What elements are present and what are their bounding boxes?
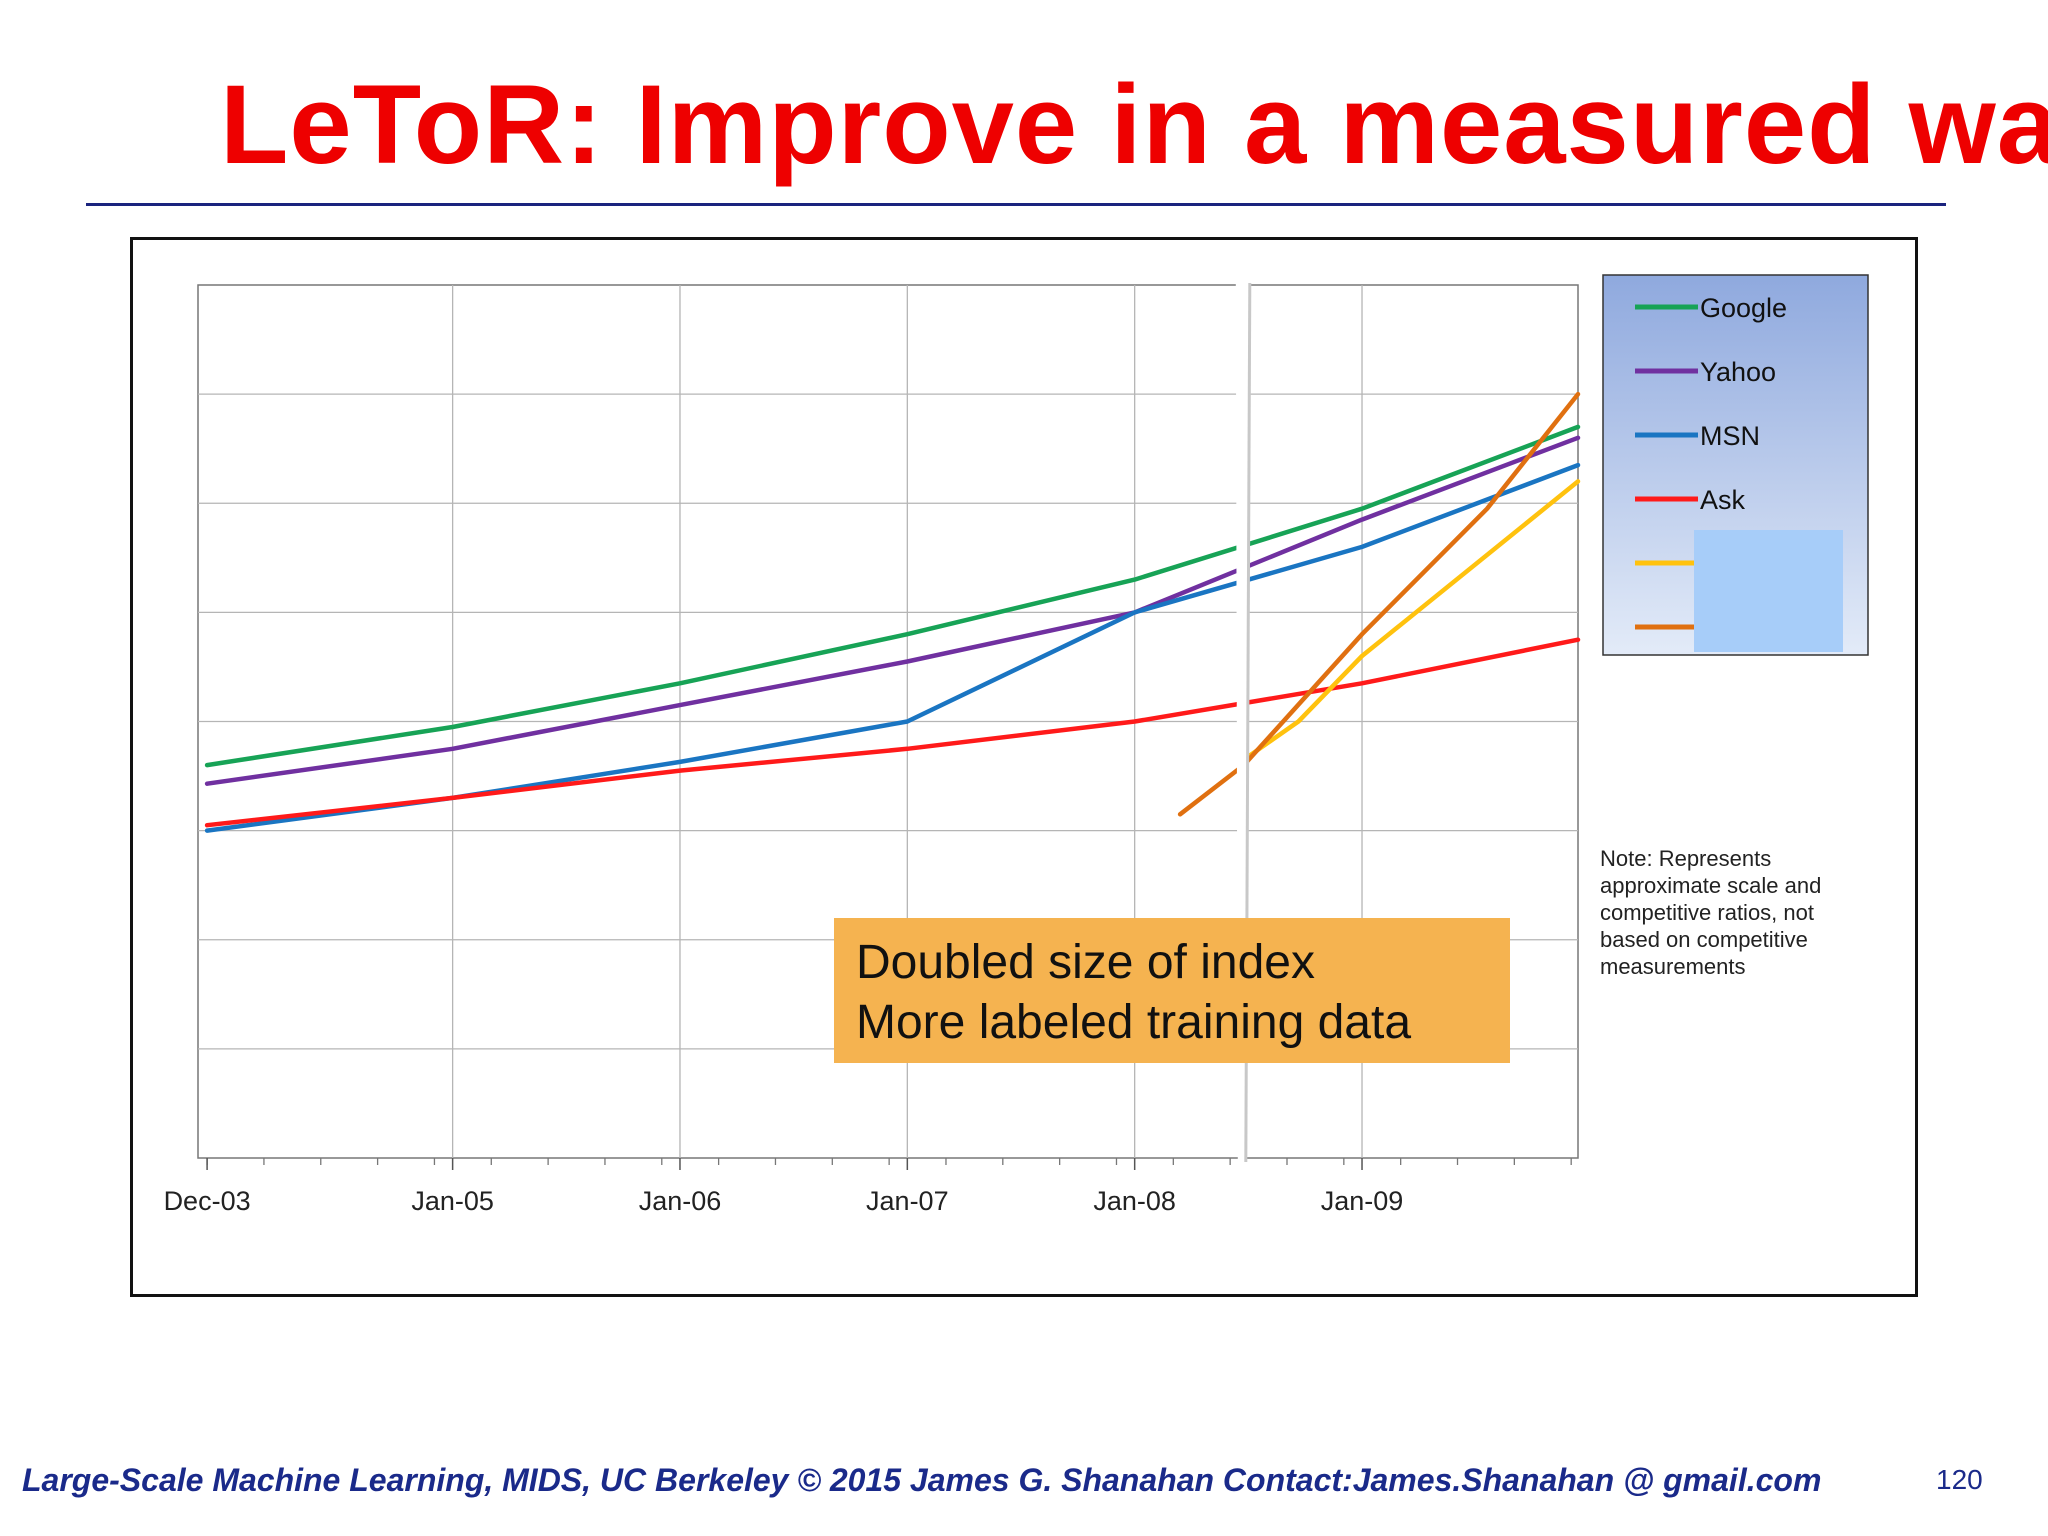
chart-note-line: based on competitive	[1600, 927, 1808, 952]
series-line-yahoo	[204, 435, 1581, 786]
callout-line: More labeled training data	[856, 996, 1411, 1049]
footer-credit: Large-Scale Machine Learning, MIDS, UC B…	[22, 1462, 1822, 1498]
slide-title: LeToR: Improve in a measured way	[220, 62, 2048, 187]
chart-note-line: approximate scale and	[1600, 873, 1821, 898]
series-line-ask	[204, 637, 1581, 828]
chart-note-line: measurements	[1600, 954, 1746, 979]
legend-label: Google	[1700, 293, 1787, 323]
chart-note-line: competitive ratios, not	[1600, 900, 1814, 925]
x-tick-label: Jan-06	[639, 1186, 722, 1216]
x-tick-label: Jan-07	[866, 1186, 949, 1216]
callout-line: Doubled size of index	[856, 936, 1315, 989]
series-line-unlabeled-4	[1241, 479, 1581, 762]
x-tick-label: Jan-09	[1321, 1186, 1404, 1216]
title-divider	[86, 203, 1946, 206]
callout-box	[834, 918, 1510, 1063]
page-number: 120	[1936, 1464, 1983, 1495]
legend-label: Yahoo	[1700, 357, 1776, 387]
legend-label: MSN	[1700, 421, 1760, 451]
legend-redaction-mask	[1694, 530, 1843, 652]
chart-note-line: Note: Represents	[1600, 846, 1771, 871]
series-line-google	[204, 424, 1581, 768]
legend-label: Ask	[1700, 485, 1746, 515]
x-tick-label: Jan-05	[411, 1186, 494, 1216]
x-tick-label: Dec-03	[164, 1186, 251, 1216]
x-tick-label: Jan-08	[1093, 1186, 1176, 1216]
series-line-unlabeled-5	[1177, 391, 1581, 817]
